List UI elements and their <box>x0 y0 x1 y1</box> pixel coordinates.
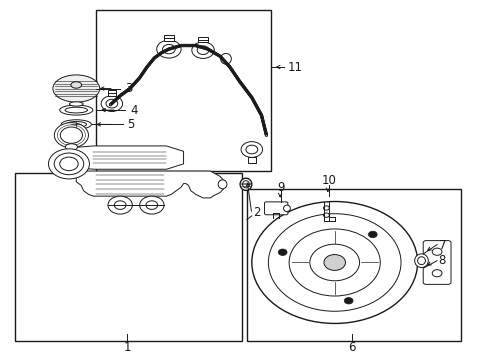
Ellipse shape <box>66 122 86 127</box>
Bar <box>96 10 271 171</box>
Circle shape <box>288 229 380 296</box>
Circle shape <box>54 123 88 148</box>
FancyBboxPatch shape <box>264 202 287 215</box>
Bar <box>163 35 174 41</box>
Ellipse shape <box>65 144 77 150</box>
Text: 7: 7 <box>438 239 445 252</box>
Text: 6: 6 <box>347 341 355 354</box>
Circle shape <box>278 249 286 256</box>
Circle shape <box>251 202 417 323</box>
Text: 3: 3 <box>125 82 132 95</box>
Polygon shape <box>76 171 224 198</box>
Text: 5: 5 <box>127 118 135 131</box>
Bar <box>198 37 207 42</box>
Circle shape <box>344 297 352 304</box>
Bar <box>108 90 116 96</box>
Bar <box>246 189 461 341</box>
Ellipse shape <box>414 254 427 267</box>
Ellipse shape <box>53 75 100 102</box>
Ellipse shape <box>417 257 425 265</box>
Text: 9: 9 <box>277 181 284 194</box>
Circle shape <box>323 206 329 210</box>
Circle shape <box>108 196 132 214</box>
Circle shape <box>367 231 376 238</box>
Text: 11: 11 <box>287 60 302 73</box>
Circle shape <box>140 196 163 214</box>
Text: 4: 4 <box>130 104 137 117</box>
Circle shape <box>431 248 441 255</box>
Ellipse shape <box>283 205 290 212</box>
Ellipse shape <box>218 180 226 189</box>
Ellipse shape <box>240 178 251 190</box>
Ellipse shape <box>65 107 87 113</box>
Circle shape <box>431 270 441 277</box>
Bar <box>15 173 242 341</box>
Ellipse shape <box>69 102 83 106</box>
Ellipse shape <box>61 120 91 129</box>
Circle shape <box>268 214 400 311</box>
Circle shape <box>309 244 359 281</box>
Polygon shape <box>71 146 183 169</box>
Ellipse shape <box>71 82 81 88</box>
FancyBboxPatch shape <box>422 240 450 284</box>
Text: 2: 2 <box>253 207 260 220</box>
Text: 1: 1 <box>123 341 131 354</box>
Text: 10: 10 <box>321 174 336 187</box>
Text: 8: 8 <box>438 254 445 267</box>
Circle shape <box>323 213 329 217</box>
Circle shape <box>323 255 345 270</box>
Ellipse shape <box>60 105 93 115</box>
Ellipse shape <box>242 181 249 188</box>
Bar <box>247 157 255 163</box>
Circle shape <box>48 149 89 179</box>
